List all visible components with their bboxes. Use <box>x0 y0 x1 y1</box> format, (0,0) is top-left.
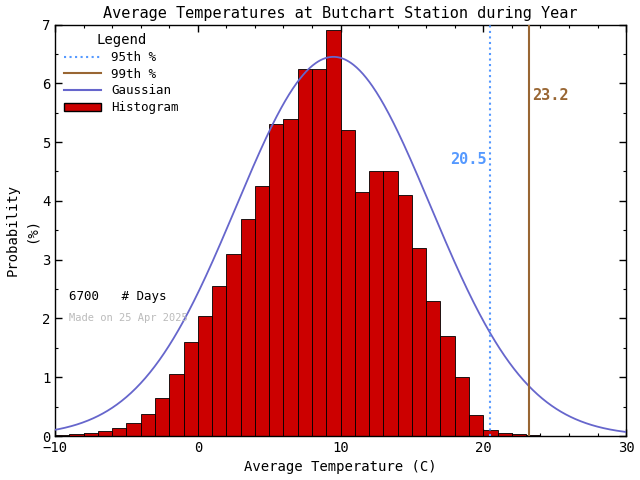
Bar <box>497 433 512 436</box>
Bar <box>340 131 355 436</box>
Bar <box>426 301 440 436</box>
Bar <box>241 218 255 436</box>
Bar <box>298 69 312 436</box>
Bar <box>169 374 184 436</box>
Y-axis label: Probability
(%): Probability (%) <box>6 184 39 276</box>
Text: 23.2: 23.2 <box>532 87 568 103</box>
Bar <box>212 286 227 436</box>
Bar <box>112 428 127 436</box>
X-axis label: Average Temperature (C): Average Temperature (C) <box>244 460 437 474</box>
Text: 20.5: 20.5 <box>450 152 486 167</box>
Bar <box>483 430 497 436</box>
Bar <box>512 434 526 436</box>
Bar <box>369 171 383 436</box>
Bar <box>141 414 155 436</box>
Bar <box>312 69 326 436</box>
Text: 6700   # Days: 6700 # Days <box>69 290 167 303</box>
Bar <box>127 423 141 436</box>
Bar <box>455 377 469 436</box>
Bar <box>383 171 397 436</box>
Title: Average Temperatures at Butchart Station during Year: Average Temperatures at Butchart Station… <box>103 6 578 21</box>
Bar <box>184 342 198 436</box>
Bar <box>326 30 340 436</box>
Bar <box>526 435 540 436</box>
Bar <box>84 433 98 436</box>
Bar <box>469 416 483 436</box>
Bar <box>98 432 112 436</box>
Bar <box>284 119 298 436</box>
Bar <box>55 435 69 436</box>
Bar <box>397 195 412 436</box>
Bar <box>269 124 284 436</box>
Bar <box>198 315 212 436</box>
Bar <box>227 254 241 436</box>
Bar <box>440 336 455 436</box>
Bar <box>412 248 426 436</box>
Bar <box>355 192 369 436</box>
Bar <box>69 434 84 436</box>
Bar <box>255 186 269 436</box>
Bar <box>155 398 169 436</box>
Legend: 95th %, 99th %, Gaussian, Histogram: 95th %, 99th %, Gaussian, Histogram <box>59 28 184 119</box>
Text: Made on 25 Apr 2025: Made on 25 Apr 2025 <box>69 312 188 323</box>
